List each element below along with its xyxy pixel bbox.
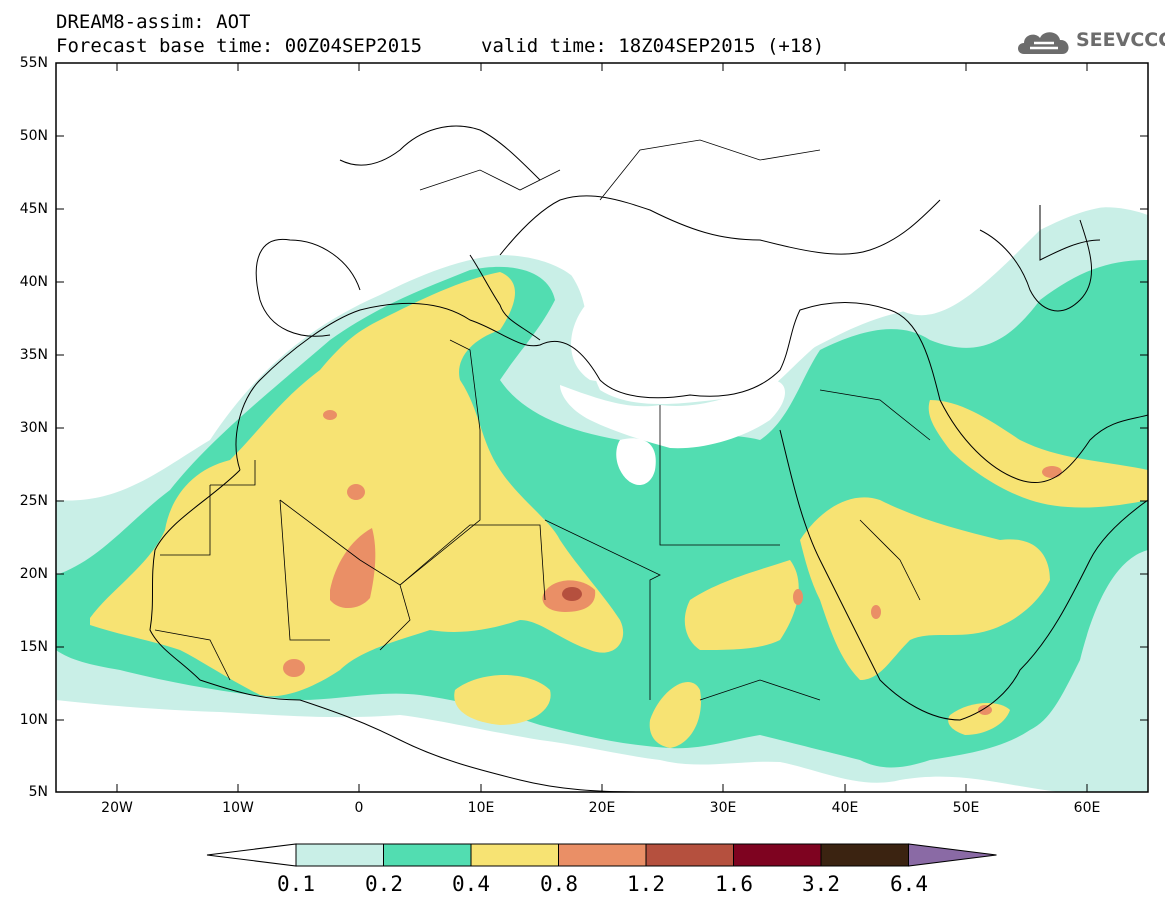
aot-orange-mali bbox=[330, 528, 376, 609]
aot-yellow-sudan bbox=[649, 681, 701, 748]
lon-label: 10W bbox=[222, 800, 254, 816]
aot-clear-libya bbox=[560, 380, 785, 449]
lon-label: 20W bbox=[101, 800, 133, 816]
lat-label: 40N bbox=[19, 274, 48, 290]
colorbar-label: 0.8 bbox=[540, 872, 578, 896]
aot-orange-spot-7 bbox=[978, 705, 992, 715]
lat-label: 30N bbox=[19, 420, 48, 436]
country-borders bbox=[154, 139, 931, 701]
aot-orange-spot-6 bbox=[871, 605, 881, 619]
logo-text: SEEVCCC bbox=[1076, 29, 1165, 51]
forecast-base-time: Forecast base time: 00Z04SEP2015 bbox=[56, 35, 423, 57]
colorbar-label: 0.2 bbox=[365, 872, 403, 896]
seevccc-logo: SEEVCCC bbox=[1016, 24, 1165, 58]
lon-label: 10E bbox=[467, 800, 495, 816]
aot-orange-spot-1 bbox=[283, 659, 305, 677]
lat-label: 10N bbox=[19, 712, 48, 728]
lon-label: 50E bbox=[952, 800, 980, 816]
lat-label: 20N bbox=[19, 566, 48, 582]
aot-orange-spot-2 bbox=[347, 484, 365, 500]
lat-ticks bbox=[56, 62, 1148, 721]
lat-label: 55N bbox=[19, 55, 48, 71]
aot-contour-fill bbox=[56, 63, 1148, 792]
aot-red-spot bbox=[562, 587, 582, 601]
colorbar-label: 6.4 bbox=[890, 872, 928, 896]
lat-label: 15N bbox=[19, 639, 48, 655]
lon-ticks bbox=[116, 63, 1088, 792]
lon-label: 40E bbox=[831, 800, 859, 816]
aot-yellow-gulf bbox=[928, 400, 1148, 508]
valid-time: valid time: 18Z04SEP2015 (+18) bbox=[481, 35, 825, 57]
aot-yellow-east-sahel bbox=[684, 560, 799, 650]
aot-clear-europe-mask bbox=[56, 63, 1148, 480]
colorbar-label: 1.6 bbox=[715, 872, 753, 896]
aot-yellow-somalia bbox=[948, 703, 1010, 735]
lat-label: 45N bbox=[19, 201, 48, 217]
coastlines bbox=[149, 125, 1148, 792]
colorbar-label: 0.4 bbox=[452, 872, 490, 896]
aot-orange-spot-5 bbox=[793, 589, 803, 605]
lat-label: 35N bbox=[19, 347, 48, 363]
colorbar-label: 3.2 bbox=[802, 872, 840, 896]
aot-yellow-arabia bbox=[800, 497, 1050, 680]
title-line-1: DREAM8-assim: AOT bbox=[56, 11, 251, 33]
lat-label: 25N bbox=[19, 493, 48, 509]
lon-label: 0 bbox=[354, 800, 364, 816]
lon-label: 30E bbox=[709, 800, 737, 816]
aot-orange-spot-3 bbox=[323, 410, 337, 420]
lat-label: 50N bbox=[19, 128, 48, 144]
aot-yellow-chad bbox=[454, 675, 551, 725]
lon-label: 20E bbox=[588, 800, 616, 816]
aot-clear-egypt bbox=[616, 438, 656, 485]
aot-orange-spot-4 bbox=[1042, 466, 1062, 478]
colorbar-label: 0.1 bbox=[277, 872, 315, 896]
cloud-icon bbox=[1018, 32, 1069, 54]
colorbar-label: 1.2 bbox=[627, 872, 665, 896]
lat-label: 5N bbox=[28, 784, 48, 800]
lon-label: 60E bbox=[1073, 800, 1101, 816]
